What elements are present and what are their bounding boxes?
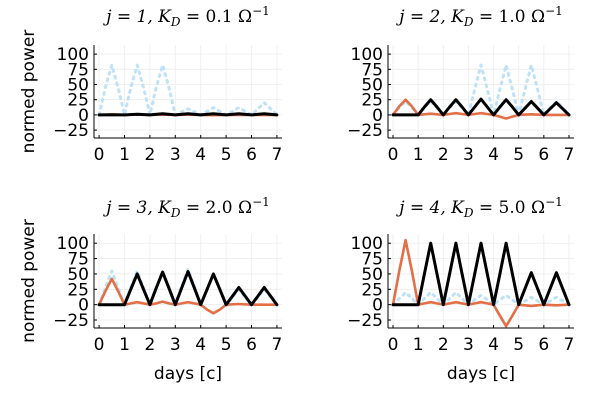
series-line-3 xyxy=(391,241,571,307)
y-tick-label: 50 xyxy=(67,265,89,285)
y-tick-label: 50 xyxy=(361,265,383,285)
series-line-1 xyxy=(391,63,571,117)
y-tick-label: 25 xyxy=(67,280,89,300)
x-tick-label: 3 xyxy=(170,145,181,165)
chart-title: j = 1, KD = 0.1 Ω−1 xyxy=(102,4,270,29)
x-tick-label: 0 xyxy=(94,335,105,355)
y-tick-label: 75 xyxy=(67,250,89,270)
y-tick-label: 100 xyxy=(57,45,89,65)
x-tick-label: 2 xyxy=(438,335,449,355)
x-tick-label: 5 xyxy=(513,335,524,355)
x-axis-label: days [c] xyxy=(154,364,222,384)
x-tick-label: 1 xyxy=(119,335,130,355)
x-tick-label: 7 xyxy=(564,145,575,165)
y-axis-label: normed power xyxy=(19,30,39,154)
y-tick-label: 25 xyxy=(361,91,383,111)
x-axis-label: days [c] xyxy=(447,364,515,384)
y-tick-label: 75 xyxy=(67,60,89,80)
series-line-1 xyxy=(391,290,571,307)
x-tick-label: 7 xyxy=(564,335,575,355)
x-tick-label: 6 xyxy=(246,145,257,165)
y-tick-label: 25 xyxy=(361,280,383,300)
x-tick-label: 5 xyxy=(513,145,524,165)
x-tick-label: 4 xyxy=(195,335,206,355)
y-tick-label: 50 xyxy=(361,76,383,96)
x-tick-label: 3 xyxy=(463,335,474,355)
x-tick-label: 3 xyxy=(463,145,474,165)
chart-title: j = 3, KD = 2.0 Ω−1 xyxy=(102,195,270,220)
y-tick-label: 100 xyxy=(351,45,383,65)
series-line-2 xyxy=(391,238,571,328)
chart-title: j = 4, KD = 5.0 Ω−1 xyxy=(395,195,563,220)
series-line-1 xyxy=(97,63,279,117)
x-tick-label: 1 xyxy=(119,145,130,165)
chart-title: j = 2, KD = 1.0 Ω−1 xyxy=(395,4,563,29)
x-tick-label: 2 xyxy=(438,145,449,165)
x-tick-label: 7 xyxy=(272,145,283,165)
x-tick-label: 4 xyxy=(488,145,499,165)
y-tick-label: −25 xyxy=(347,121,383,141)
y-tick-label: 25 xyxy=(67,91,89,111)
y-tick-label: −25 xyxy=(53,121,89,141)
x-tick-label: 3 xyxy=(170,335,181,355)
y-tick-label: 75 xyxy=(361,60,383,80)
series-line-3 xyxy=(391,97,571,117)
y-axis-label: normed power xyxy=(19,219,39,343)
x-tick-label: 1 xyxy=(413,335,424,355)
y-tick-label: −25 xyxy=(53,311,89,331)
series-line-3 xyxy=(97,270,279,307)
series-line-3 xyxy=(97,112,279,117)
series-line-2 xyxy=(97,277,279,315)
x-tick-label: 2 xyxy=(144,145,155,165)
x-tick-label: 0 xyxy=(388,335,399,355)
x-tick-label: 0 xyxy=(388,145,399,165)
x-tick-label: 6 xyxy=(538,145,549,165)
y-tick-label: 0 xyxy=(372,296,383,316)
x-tick-label: 5 xyxy=(221,145,232,165)
x-tick-label: 5 xyxy=(221,335,232,355)
x-tick-label: 1 xyxy=(413,145,424,165)
x-tick-label: 2 xyxy=(144,335,155,355)
x-tick-label: 6 xyxy=(246,335,257,355)
y-tick-label: 100 xyxy=(351,234,383,254)
x-tick-label: 0 xyxy=(94,145,105,165)
x-tick-label: 4 xyxy=(488,335,499,355)
x-tick-label: 7 xyxy=(272,335,283,355)
x-tick-label: 6 xyxy=(538,335,549,355)
y-tick-label: 0 xyxy=(78,296,89,316)
y-tick-label: −25 xyxy=(347,311,383,331)
y-tick-label: 50 xyxy=(67,76,89,96)
y-tick-label: 100 xyxy=(57,234,89,254)
x-tick-label: 4 xyxy=(195,145,206,165)
y-tick-label: 0 xyxy=(78,106,89,126)
y-tick-label: 75 xyxy=(361,250,383,270)
y-tick-label: 0 xyxy=(372,106,383,126)
